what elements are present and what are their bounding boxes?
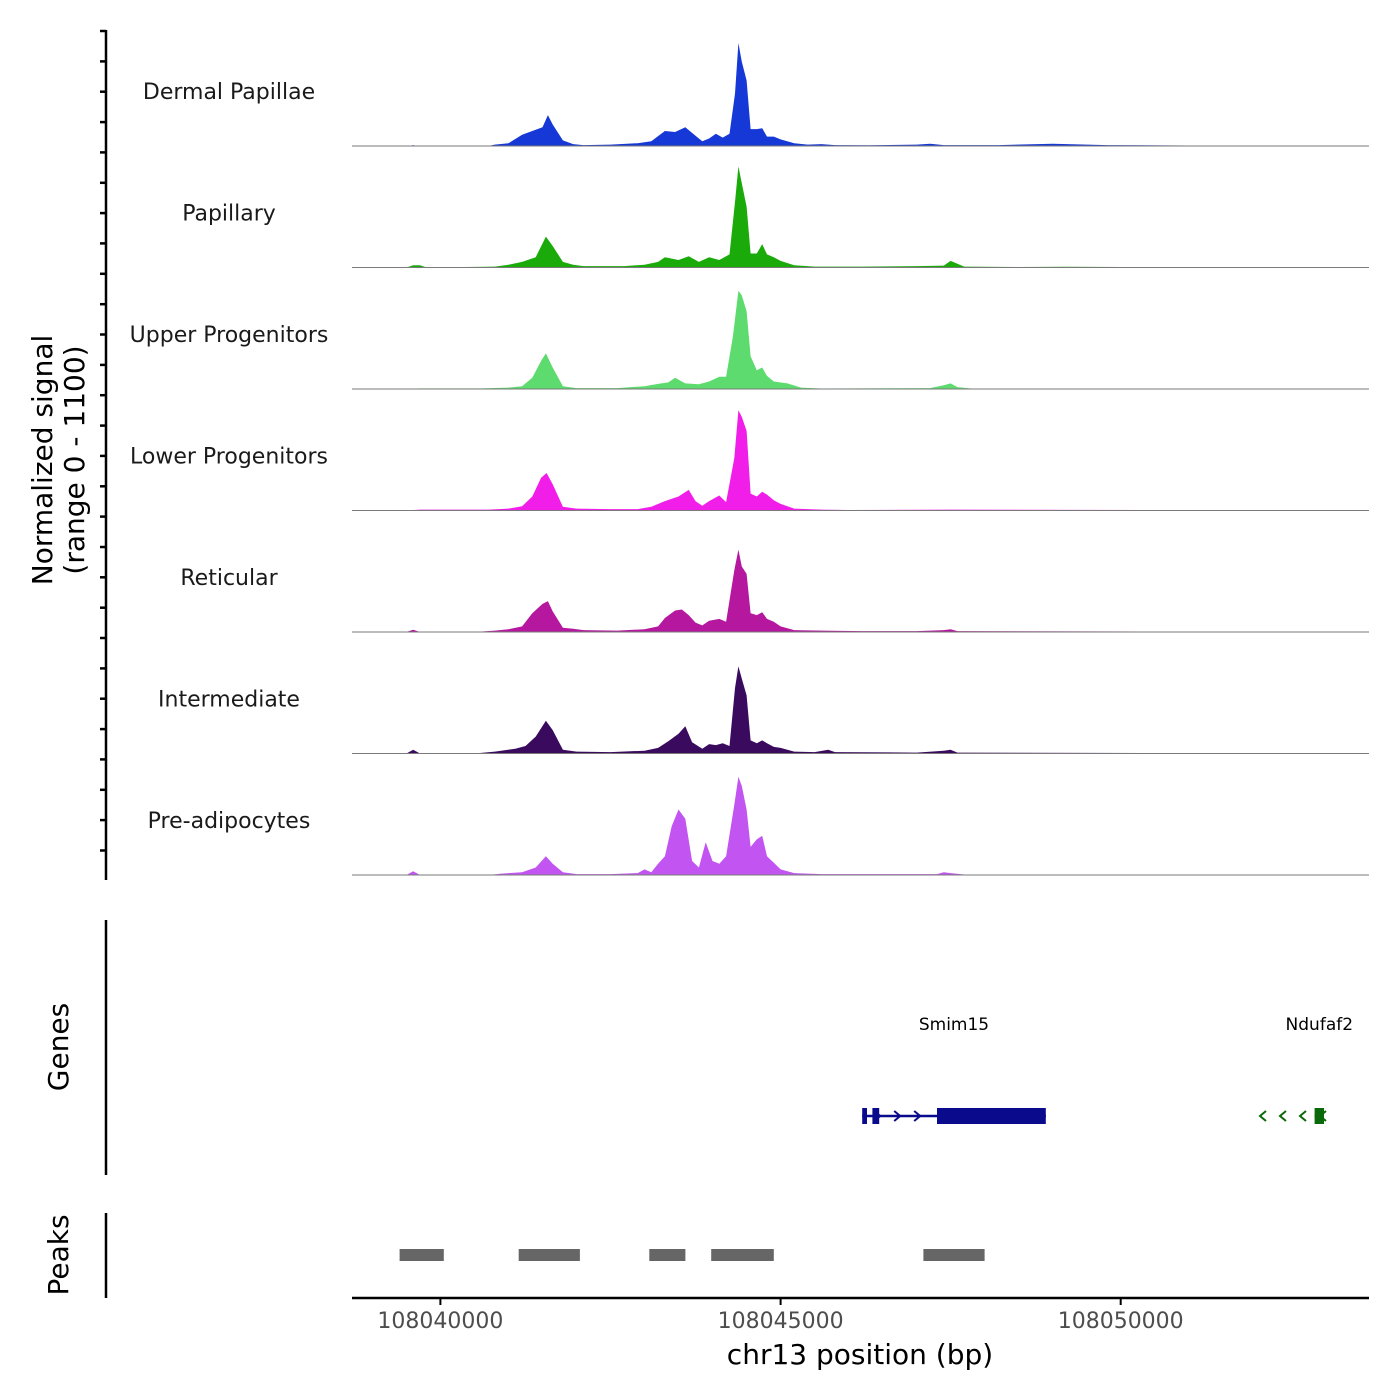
genes-panel-label: Genes bbox=[42, 1003, 75, 1091]
signal-area bbox=[352, 290, 1369, 389]
track-upper-progenitors: Upper Progenitors bbox=[130, 290, 1369, 390]
strand-arrow bbox=[913, 1110, 922, 1122]
track-label: Dermal Papillae bbox=[143, 80, 315, 105]
peak-region bbox=[518, 1249, 580, 1261]
signal-area bbox=[352, 410, 1369, 511]
track-pre-adipocytes: Pre-adipocytes bbox=[148, 776, 1369, 876]
x-axis: 108040000 108045000 108050000 bbox=[352, 1296, 1369, 1334]
track-lower-progenitors: Lower Progenitors bbox=[130, 410, 1369, 511]
track-label: Lower Progenitors bbox=[130, 445, 328, 470]
gene-ndufaf2: Ndufaf2 bbox=[1258, 1015, 1354, 1124]
strand-arrow bbox=[1278, 1110, 1287, 1122]
peak-region bbox=[649, 1249, 686, 1261]
signal-area bbox=[352, 166, 1369, 268]
signal-area bbox=[352, 666, 1369, 754]
gene-track: Smim15 Ndufaf2 bbox=[862, 1015, 1354, 1124]
gene-smim15: Smim15 bbox=[862, 1015, 1046, 1124]
signal-tracks: Dermal Papillae Papillary Upper Progenitor… bbox=[130, 43, 1369, 876]
peak-region bbox=[923, 1249, 985, 1261]
peak-track bbox=[399, 1249, 985, 1261]
strand-arrow bbox=[893, 1110, 902, 1122]
signal-area bbox=[352, 43, 1369, 146]
track-label: Reticular bbox=[180, 566, 278, 591]
peaks-panel-label: Peaks bbox=[42, 1214, 75, 1295]
x-tick-label: 108045000 bbox=[718, 1309, 844, 1334]
y-axis-title-line2: (range 0 - 1100) bbox=[58, 345, 91, 574]
gene-exon bbox=[872, 1108, 880, 1124]
track-label: Upper Progenitors bbox=[130, 323, 329, 348]
track-intermediate: Intermediate bbox=[158, 666, 1369, 754]
track-label: Papillary bbox=[182, 202, 276, 227]
track-dermal-papillae: Dermal Papillae bbox=[143, 43, 1369, 147]
gene-label: Ndufaf2 bbox=[1286, 1015, 1354, 1035]
signal-area bbox=[352, 549, 1369, 632]
x-axis-title: chr13 position (bp) bbox=[727, 1338, 993, 1371]
x-tick-label: 108040000 bbox=[377, 1309, 503, 1334]
gene-label: Smim15 bbox=[919, 1015, 989, 1035]
peak-region bbox=[711, 1249, 774, 1261]
strand-arrow bbox=[1258, 1110, 1267, 1122]
track-label: Pre-adipocytes bbox=[148, 809, 311, 834]
gene-exon bbox=[937, 1108, 1046, 1124]
left-axes bbox=[100, 29, 108, 1298]
track-papillary: Papillary bbox=[182, 166, 1369, 268]
peak-region bbox=[399, 1249, 444, 1261]
strand-arrow bbox=[873, 1110, 882, 1122]
strand-arrow bbox=[1318, 1110, 1327, 1122]
signal-y-ticks bbox=[100, 29, 106, 852]
track-reticular: Reticular bbox=[180, 549, 1369, 633]
signal-area bbox=[352, 776, 1369, 875]
x-tick-label: 108050000 bbox=[1058, 1309, 1184, 1334]
strand-arrow bbox=[1298, 1110, 1307, 1122]
track-label: Intermediate bbox=[158, 688, 300, 713]
gene-exon bbox=[862, 1108, 867, 1124]
y-axis-title-line1: Normalized signal bbox=[26, 335, 59, 586]
